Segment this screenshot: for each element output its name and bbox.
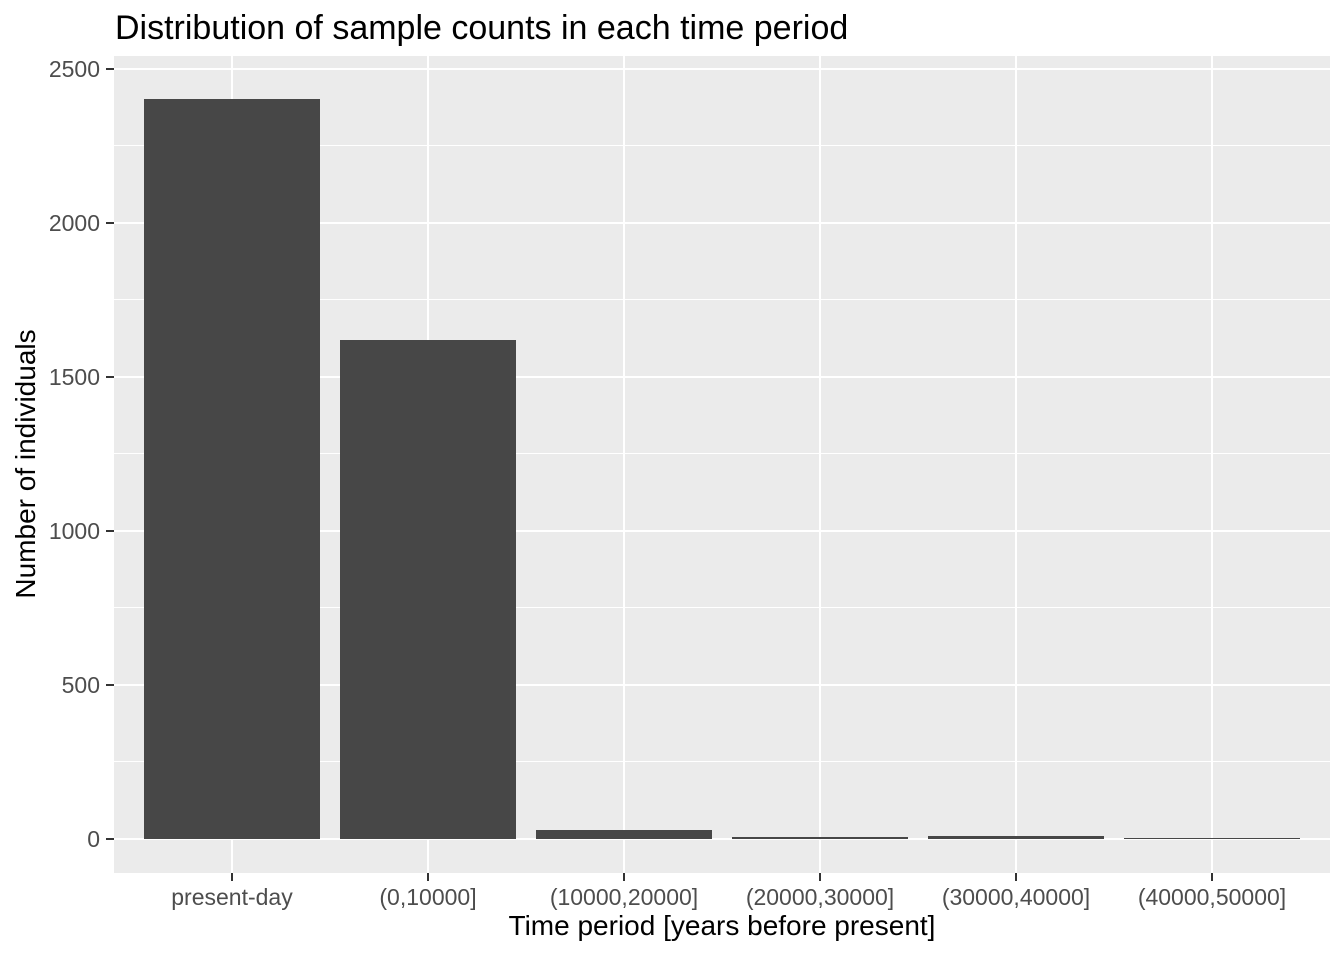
gridline-major-horizontal [114,529,1330,532]
y-tick-label: 2500 [48,55,100,82]
y-tick-mark [106,375,114,378]
y-tick-label: 1500 [48,363,100,390]
gridline-minor-horizontal [114,145,1330,147]
gridline-major-horizontal [114,375,1330,378]
gridline-vertical [1015,56,1017,873]
gridline-minor-horizontal [114,607,1330,609]
x-tick-label: (0,10000] [379,884,477,910]
x-tick-mark [231,873,233,881]
y-tick-mark [106,838,114,840]
x-axis-title: Time period [years before present] [508,910,936,941]
x-tick-label: (30000,40000] [941,884,1091,910]
y-tick-mark [106,221,114,224]
gridline-vertical [819,56,821,873]
x-tick-mark [819,873,821,881]
gridline-vertical [1211,56,1213,873]
gridline-vertical [623,56,625,873]
x-tick-mark [1211,873,1213,881]
y-tick-label: 500 [61,671,100,698]
bar [732,837,908,839]
chart-title: Distribution of sample counts in each ti… [115,9,849,47]
bar [144,99,320,839]
gridline-minor-horizontal [114,761,1330,763]
gridline-major-horizontal [114,683,1330,686]
y-axis-title: Number of individuals [10,329,41,599]
x-tick-label: present-day [171,884,293,910]
x-tick-mark [1015,873,1017,881]
x-tick-label: (40000,50000] [1137,884,1287,910]
x-tick-mark [427,873,429,881]
x-tick-label: (20000,30000] [745,884,895,910]
x-tick-mark [623,873,625,881]
y-tick-mark [106,683,114,686]
gridline-minor-horizontal [114,453,1330,455]
bar [536,829,712,839]
y-tick-mark [106,529,114,532]
y-tick-label: 0 [87,826,100,852]
gridline-minor-horizontal [114,299,1330,301]
plot-panel [114,56,1330,873]
bar [1124,838,1300,839]
y-tick-label: 1000 [48,517,100,544]
gridline-major-horizontal [114,221,1330,224]
y-tick-label: 2000 [48,209,100,236]
x-tick-label: (10000,20000] [549,884,699,910]
gridline-major-horizontal [114,838,1330,840]
bar [928,836,1104,839]
gridline-major-horizontal [114,67,1330,70]
y-tick-mark [106,67,114,70]
bar [340,339,516,839]
